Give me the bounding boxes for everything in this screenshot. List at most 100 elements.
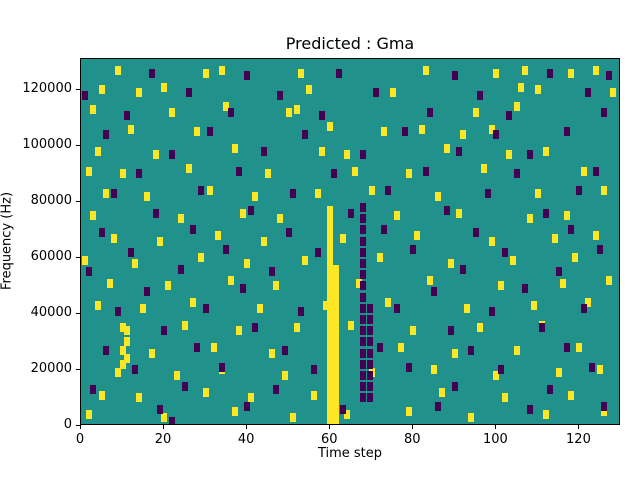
heatmap-cell-high <box>489 236 496 246</box>
heatmap-cell-low <box>219 362 226 372</box>
heatmap-cell-high <box>306 85 313 95</box>
heatmap-cell-high <box>94 146 101 156</box>
heatmap-cell-high <box>327 407 334 417</box>
heatmap-cell-low <box>194 343 201 353</box>
heatmap-cell-high <box>333 315 340 325</box>
heatmap-cell-low <box>360 247 367 257</box>
heatmap-cell-high <box>127 124 134 134</box>
y-tick-label: 120000 <box>22 80 72 96</box>
heatmap-cell-low <box>472 228 479 238</box>
heatmap-cell-low <box>555 267 562 277</box>
heatmap-cell-high <box>294 104 300 114</box>
heatmap-cell-low <box>360 359 367 369</box>
heatmap-cell-high <box>559 278 566 288</box>
y-tick-mark <box>76 312 80 314</box>
heatmap-cell-low <box>385 186 392 196</box>
heatmap-cell-high <box>327 390 334 400</box>
heatmap-cell-high <box>190 298 197 308</box>
heatmap-cell-low <box>360 259 367 268</box>
heatmap-cell-low <box>273 385 280 395</box>
heatmap-cell-high <box>333 415 340 424</box>
heatmap-cell-low <box>431 287 438 297</box>
heatmap-cell-high <box>244 259 251 268</box>
heatmap-cell-low <box>298 306 305 316</box>
heatmap-cell-high <box>277 214 284 224</box>
heatmap-cell-high <box>202 387 209 397</box>
x-tick-mark <box>495 425 497 429</box>
heatmap-cell-low <box>377 343 384 353</box>
heatmap-cell-high <box>460 130 467 140</box>
heatmap-cell-low <box>360 225 367 235</box>
heatmap-cell-high <box>198 253 205 263</box>
heatmap-cell-high <box>186 163 192 173</box>
heatmap-cell-high <box>136 393 143 403</box>
heatmap-cell-low <box>493 130 500 140</box>
heatmap-cell-low <box>360 393 367 403</box>
heatmap-cell-high <box>327 382 334 392</box>
heatmap-cell-low <box>564 127 570 137</box>
heatmap-cell-low <box>381 225 388 235</box>
y-tick-mark <box>76 200 80 202</box>
heatmap-cell-low <box>360 149 367 159</box>
heatmap-cell-low <box>360 371 367 381</box>
x-tick-label: 0 <box>75 432 85 447</box>
y-tick-label: 80000 <box>30 192 72 208</box>
heatmap-cell-high <box>518 82 525 92</box>
heatmap-cell-high <box>327 399 334 409</box>
heatmap-cell-high <box>543 410 550 420</box>
heatmap-cell-high <box>169 107 176 117</box>
heatmap-cell-high <box>464 303 471 313</box>
heatmap-cell-high <box>534 188 541 198</box>
heatmap-cell-high <box>327 230 334 240</box>
heatmap-cell-low <box>422 166 429 176</box>
heatmap-cell-low <box>223 245 230 254</box>
heatmap-cell-high <box>601 186 608 196</box>
heatmap-cell-high <box>86 410 93 420</box>
heatmap-cell-high <box>327 264 334 274</box>
heatmap-cell-low <box>281 345 288 355</box>
heatmap-cell-low <box>198 186 205 196</box>
heatmap-cell-low <box>406 362 413 372</box>
heatmap-cell-high <box>356 278 363 288</box>
heatmap-cell-high <box>333 390 340 400</box>
heatmap-cell-high <box>397 343 404 353</box>
heatmap-cell-low <box>132 365 138 375</box>
heatmap-cell-high <box>240 208 246 218</box>
heatmap-cell-high <box>107 278 114 288</box>
heatmap-cell-high <box>327 415 334 424</box>
heatmap-cell-low <box>111 188 118 198</box>
heatmap-cell-high <box>202 68 209 78</box>
heatmap-cell-high <box>298 68 305 78</box>
heatmap-cell-high <box>333 373 340 383</box>
heatmap-cell-high <box>327 340 334 350</box>
heatmap-cell-low <box>497 365 504 375</box>
heatmap-cell-high <box>132 259 138 268</box>
heatmap-cell-low <box>115 306 122 316</box>
heatmap-cell-high <box>393 211 400 221</box>
heatmap-cell-low <box>505 110 512 120</box>
heatmap-cell-low <box>348 208 354 218</box>
heatmap-cell-low <box>360 270 367 280</box>
heatmap-cell-high <box>447 259 454 268</box>
heatmap-cell-low <box>331 169 338 179</box>
y-tick-mark <box>76 144 80 146</box>
heatmap-cell-low <box>593 166 600 176</box>
heatmap-cell-high <box>493 68 500 78</box>
heatmap-cell-high <box>223 102 230 112</box>
heatmap-cell-low <box>289 188 296 198</box>
y-tick-label: 40000 <box>30 304 72 320</box>
heatmap-cell-high <box>173 371 180 381</box>
heatmap-cell-low <box>98 228 105 238</box>
heatmap-cell-low <box>460 264 467 274</box>
heatmap-cell-high <box>285 107 292 117</box>
heatmap-cell-high <box>609 88 616 98</box>
heatmap-cell-high <box>302 256 309 266</box>
heatmap-cell-high <box>551 233 558 243</box>
heatmap-cell-low <box>181 382 188 392</box>
heatmap-cell-high <box>327 121 334 131</box>
heatmap-cell-high <box>323 301 330 311</box>
x-tick-label: 20 <box>154 432 172 447</box>
heatmap-cell-high <box>333 331 340 341</box>
heatmap-cell-high <box>389 88 396 98</box>
heatmap-cell-high <box>456 208 462 218</box>
